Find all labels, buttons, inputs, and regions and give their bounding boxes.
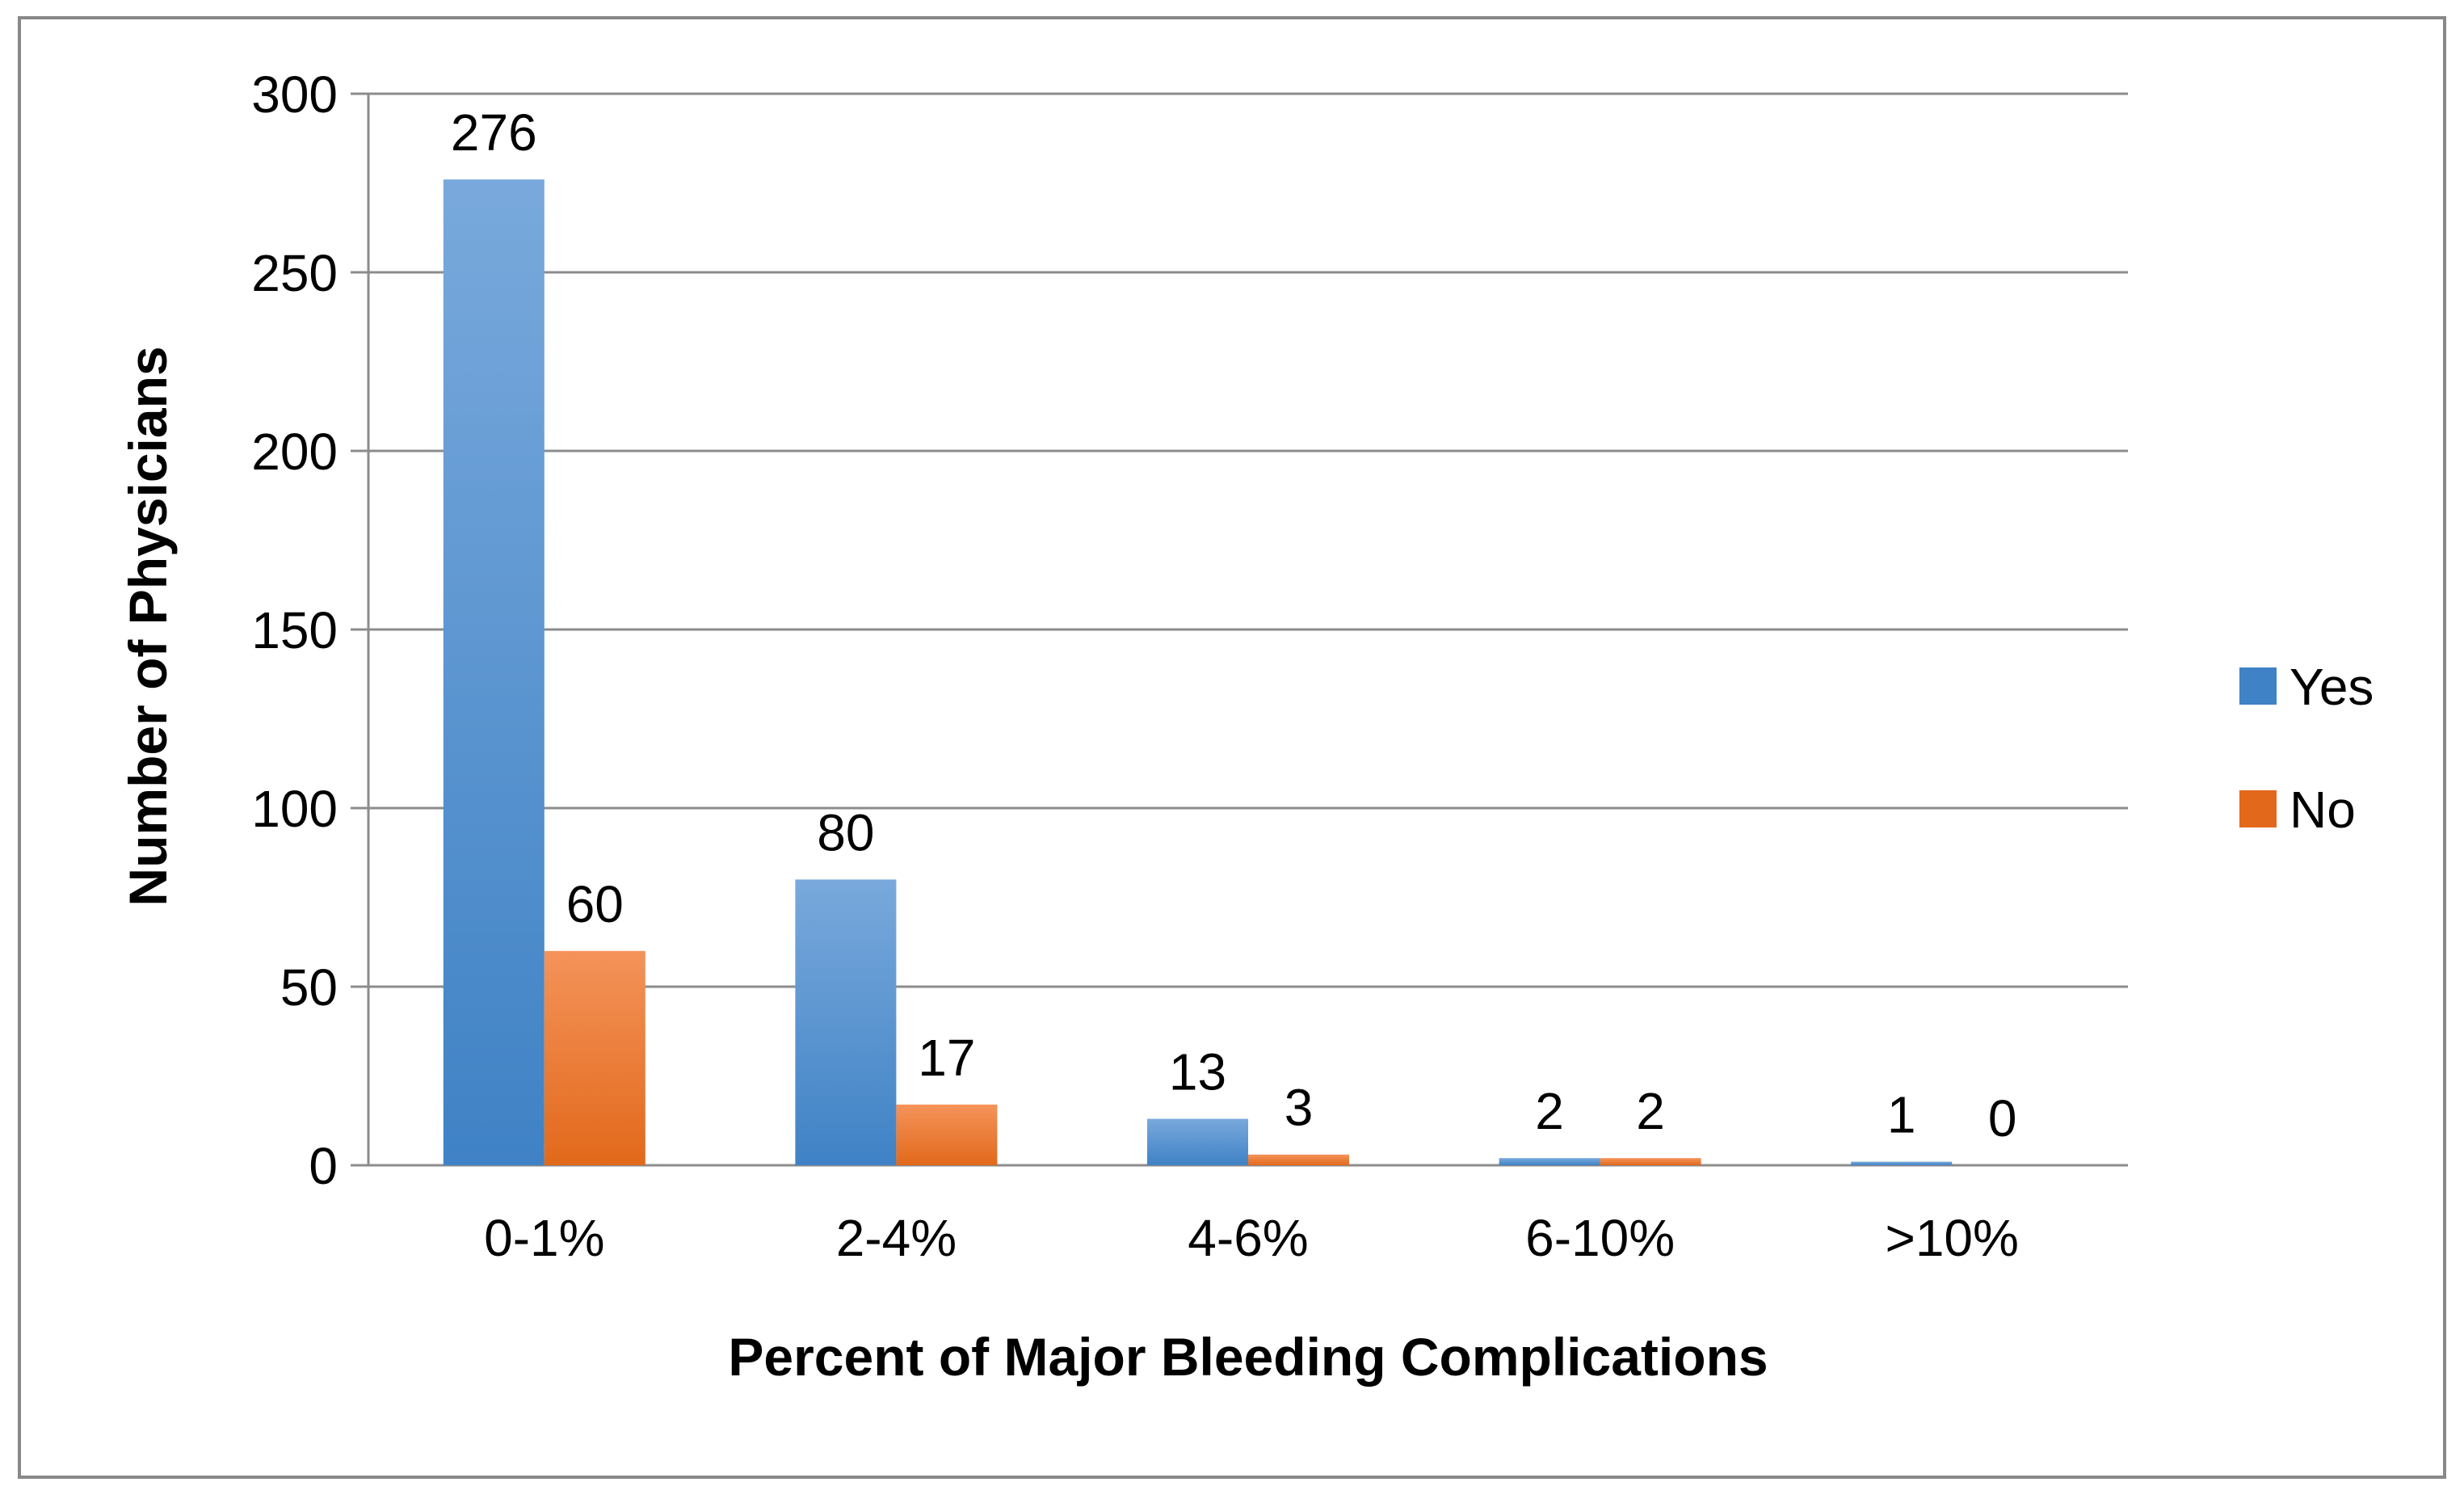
bar-yes [1851,1161,1953,1165]
y-tick-label: 250 [251,244,338,302]
bars [443,179,1953,1166]
gridlines [368,92,2128,988]
data-label: 1 [1887,1086,1916,1144]
x-tick-label: 6-10% [1525,1209,1675,1267]
bar-yes [443,179,545,1166]
data-label: 0 [1988,1089,2017,1147]
bar-no [1248,1154,1349,1165]
y-tick-label: 150 [251,601,338,659]
x-tick-label: 0-1% [484,1209,604,1267]
bar-yes [795,879,897,1165]
y-axis-title: Number of Physicians [118,346,178,906]
data-label: 60 [566,875,624,933]
bar-yes [1499,1158,1600,1165]
y-tick-label: 200 [251,423,338,481]
y-tick-label: 300 [251,65,338,124]
data-label: 80 [817,803,874,861]
y-tick-label: 50 [280,958,338,1017]
y-tick-label: 0 [309,1137,338,1195]
bar-no [544,950,645,1165]
bar-no [1600,1158,1701,1165]
y-tick-label: 100 [251,780,338,838]
chart-border [18,16,2446,1479]
data-label: 3 [1285,1079,1314,1137]
bar-yes [1147,1118,1248,1165]
x-tick-label: 2-4% [836,1209,957,1267]
data-label: 2 [1636,1082,1665,1140]
x-tick-label: >10% [1885,1209,2018,1267]
data-labels: 276 60 80 17 13 3 2 2 1 0 [451,103,2017,1147]
x-axis-title: Percent of Major Bleeding Complications [728,1327,1768,1387]
bar-no [896,1104,998,1165]
axes: 0 50 100 150 200 250 300 0-1% 2-4% 4-6% 6-10% >10% [251,65,2128,1267]
legend-label-yes: Yes [2290,658,2374,716]
data-label: 13 [1169,1043,1226,1101]
data-label: 276 [451,103,537,162]
legend-swatch-yes [2239,667,2277,705]
data-label: 2 [1535,1082,1564,1140]
legend-label-no: No [2290,781,2356,839]
x-tick-label: 4-6% [1188,1209,1308,1267]
legend-swatch-no [2239,790,2277,827]
data-label: 17 [918,1029,975,1087]
legend: Yes No [2239,658,2374,839]
